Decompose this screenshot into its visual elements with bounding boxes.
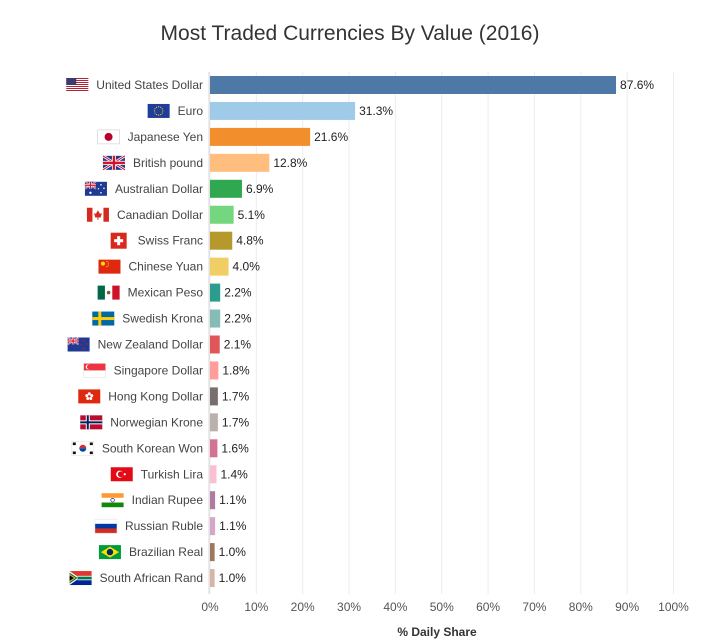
category-label: United States Dollar [96, 78, 203, 92]
x-tick-label: 50% [430, 600, 454, 614]
bar [210, 153, 270, 172]
flag-norway-icon [80, 415, 103, 430]
flag-japan-icon [97, 129, 120, 145]
value-label: 5.1% [238, 208, 266, 222]
category-label: Chinese Yuan [128, 260, 203, 274]
category-label: Japanese Yen [128, 130, 203, 144]
flag-south-africa-icon [69, 571, 92, 586]
gridlines [208, 72, 674, 594]
chart-title: Most Traded Currencies By Value (2016) [160, 22, 540, 45]
value-label: 1.1% [219, 493, 247, 507]
flag-hong-kong-icon [78, 389, 101, 404]
category-label: Swiss Franc [138, 234, 203, 248]
x-tick-label: 70% [522, 600, 546, 614]
value-label: 2.2% [224, 312, 252, 326]
x-tick-label: 80% [569, 600, 593, 614]
flag-switzerland-icon [110, 232, 127, 249]
x-tick-label: 20% [291, 600, 315, 614]
flag-sweden-icon [92, 311, 115, 326]
bar [210, 179, 242, 198]
value-label: 1.4% [220, 467, 248, 481]
bar [210, 257, 229, 276]
value-label: 1.0% [219, 571, 247, 585]
category-label: Australian Dollar [115, 182, 203, 196]
flag-new-zealand-icon [67, 336, 90, 352]
bar [210, 231, 233, 250]
value-label: 2.1% [224, 338, 252, 352]
flag-turkey-icon [110, 467, 133, 482]
flag-singapore-icon [83, 363, 106, 378]
flag-australia-icon [84, 181, 107, 196]
flags [66, 78, 170, 586]
category-label: Brazilian Real [129, 545, 203, 559]
category-label: Indian Rupee [132, 493, 204, 507]
flag-usa-icon [66, 78, 89, 92]
flag-brazil-icon [98, 545, 121, 560]
bar [210, 569, 215, 588]
value-label: 1.7% [222, 415, 250, 429]
category-label: Euro [178, 104, 204, 118]
bar [210, 387, 218, 406]
value-label: 1.8% [222, 363, 250, 377]
flag-south-korea-icon [71, 441, 95, 456]
bar [210, 101, 356, 120]
x-tick-label: 30% [337, 600, 361, 614]
category-label: New Zealand Dollar [98, 338, 203, 352]
bar [210, 465, 217, 484]
bar [210, 127, 311, 146]
bar [210, 517, 216, 536]
flag-russia-icon [94, 518, 118, 534]
category-label: Canadian Dollar [117, 208, 203, 222]
value-label: 2.2% [224, 286, 252, 300]
bar [210, 491, 216, 510]
x-tick-label: 100% [658, 600, 689, 614]
bar [210, 361, 219, 380]
x-axis-title: % Daily Share [397, 625, 477, 639]
category-label: British pound [133, 156, 203, 170]
x-tick-label: 0% [201, 600, 219, 614]
x-tick-label: 10% [244, 600, 268, 614]
value-label: 4.0% [233, 260, 261, 274]
category-label: South African Rand [100, 571, 203, 585]
bar [210, 283, 221, 302]
bar [210, 309, 221, 328]
bar [210, 335, 220, 354]
category-label: Mexican Peso [128, 286, 204, 300]
category-label: Turkish Lira [141, 467, 204, 481]
category-label: Swedish Krona [122, 312, 203, 326]
flag-india-icon [101, 493, 124, 508]
bar [210, 413, 218, 432]
flag-eu-icon [147, 103, 170, 118]
bar [210, 76, 617, 94]
value-label: 31.3% [359, 104, 393, 118]
value-label: 6.9% [246, 182, 274, 196]
x-tick-label: 40% [383, 600, 407, 614]
flag-mexico-icon [97, 285, 120, 300]
bar [210, 439, 218, 458]
category-label: South Korean Won [102, 441, 203, 455]
category-label: Norwegian Krone [110, 415, 203, 429]
x-tick-label: 60% [476, 600, 500, 614]
value-label: 87.6% [620, 78, 654, 92]
x-axis: 0% 10% 20% 30% 40% 50% 60% 70% 80% 90% 100% [201, 600, 689, 614]
category-label: Singapore Dollar [114, 363, 203, 377]
category-labels: United States Dollar Euro Japanese Yen Brit… [96, 78, 203, 585]
value-label: 21.6% [314, 130, 348, 144]
value-label: 4.8% [236, 234, 264, 248]
bar [210, 543, 215, 562]
value-label: 1.7% [222, 389, 250, 403]
value-label: 12.8% [273, 156, 307, 170]
flag-china-icon [98, 259, 121, 274]
category-label: Russian Ruble [125, 519, 203, 533]
bars: 87.6% 31.3% 21.6% 12.8% 6.9% 5.1% 4.8% 4.0% 2.2%… [210, 76, 654, 588]
flag-uk-icon [102, 154, 126, 171]
flag-canada-icon [86, 207, 109, 222]
value-label: 1.1% [219, 519, 247, 533]
value-label: 1.0% [219, 545, 247, 559]
x-tick-label: 90% [615, 600, 639, 614]
bar [210, 205, 234, 224]
category-label: Hong Kong Dollar [108, 389, 203, 403]
value-label: 1.6% [221, 441, 249, 455]
